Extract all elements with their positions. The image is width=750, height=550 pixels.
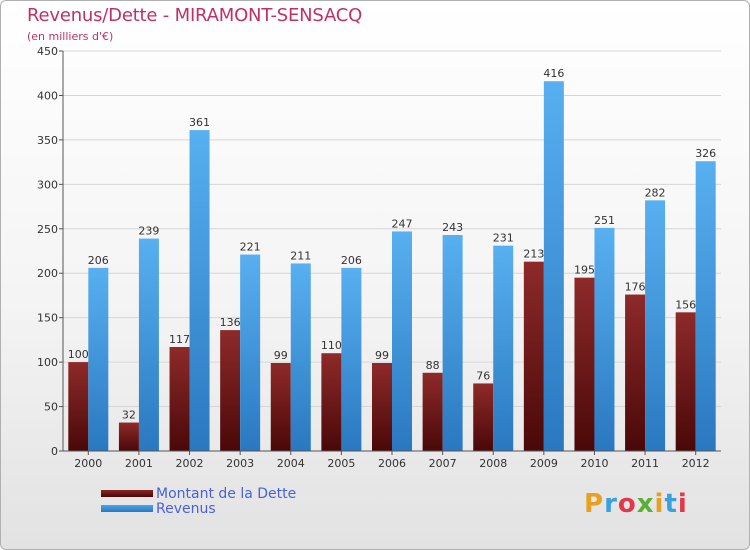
bar-revenus [290, 263, 311, 451]
y-tick-label: 250 [37, 223, 58, 236]
legend-label-revenus: Revenus [156, 501, 216, 517]
bar-revenus [341, 267, 362, 451]
data-label-revenus: 211 [290, 249, 311, 262]
legend-swatch-revenus [101, 505, 153, 512]
bar-revenus [442, 235, 463, 451]
x-tick-label: 2001 [125, 457, 153, 470]
x-tick-label: 2011 [631, 457, 659, 470]
y-tick-label: 350 [37, 134, 58, 147]
bar-dette [372, 363, 392, 451]
bar-revenus [543, 81, 564, 451]
bar-dette [270, 363, 291, 451]
data-label-revenus: 206 [341, 254, 362, 267]
y-tick-label: 100 [37, 356, 58, 369]
y-tick-label: 200 [37, 267, 58, 280]
x-tick-label: 2002 [176, 457, 204, 470]
x-tick-label: 2004 [277, 457, 305, 470]
data-label-revenus: 243 [442, 221, 463, 234]
data-label-dette: 76 [476, 369, 490, 382]
y-tick-label: 450 [37, 45, 58, 58]
data-label-revenus: 206 [88, 254, 109, 267]
bar-revenus [645, 200, 666, 451]
data-label-revenus: 282 [645, 186, 666, 199]
bar-dette [220, 330, 241, 451]
data-label-dette: 32 [122, 409, 136, 422]
bar-dette [422, 372, 443, 451]
bar-revenus [695, 161, 716, 451]
data-label-revenus: 231 [493, 232, 514, 245]
data-label-revenus: 247 [392, 217, 413, 230]
bar-dette [574, 277, 595, 451]
chart-title: Revenus/Dette - MIRAMONT-SENSACQ [27, 5, 363, 26]
x-tick-label: 2009 [530, 457, 558, 470]
x-tick-label: 2007 [429, 457, 457, 470]
data-label-dette: 88 [426, 359, 440, 372]
bar-dette [321, 353, 342, 451]
data-label-revenus: 251 [594, 214, 615, 227]
x-tick-label: 2005 [327, 457, 355, 470]
x-tick-label: 2012 [682, 457, 710, 470]
x-tick-label: 2003 [226, 457, 254, 470]
x-tick-label: 2000 [74, 457, 102, 470]
x-tick-label: 2010 [580, 457, 608, 470]
x-tick-label: 2008 [479, 457, 507, 470]
bar-dette [473, 383, 494, 451]
bar-revenus [392, 231, 412, 451]
chart-subtitle: (en milliers d'€) [27, 30, 114, 43]
logo-letter: i [677, 489, 688, 519]
data-label-dette: 100 [68, 348, 89, 361]
legend-label-dette: Montant de la Dette [156, 486, 297, 502]
data-label-dette: 156 [675, 298, 696, 311]
y-tick-label: 300 [37, 178, 58, 191]
bar-dette [68, 362, 89, 451]
data-label-revenus: 416 [543, 67, 564, 80]
data-label-revenus: 239 [138, 225, 159, 238]
logo-letter: i [654, 489, 665, 519]
y-tick-label: 0 [51, 445, 58, 458]
data-label-revenus: 361 [189, 116, 210, 129]
data-label-dette: 195 [574, 264, 595, 277]
data-label-dette: 99 [274, 349, 288, 362]
logo-letter: r [604, 489, 618, 519]
y-tick-label: 50 [44, 401, 58, 414]
logo-letter: o [617, 489, 637, 519]
logo-letter: t [664, 489, 678, 519]
bar-dette [675, 312, 696, 451]
y-tick-label: 400 [37, 89, 58, 102]
data-label-revenus: 326 [695, 147, 716, 160]
logo-letter: P [584, 489, 605, 519]
bar-dette [625, 294, 646, 451]
data-label-revenus: 221 [240, 241, 261, 254]
bar-revenus [493, 245, 514, 451]
data-label-dette: 136 [220, 316, 241, 329]
x-tick-label: 2006 [378, 457, 406, 470]
data-label-dette: 213 [523, 248, 544, 261]
bar-revenus [189, 130, 210, 451]
logo-letter: x [636, 489, 655, 519]
y-tick-label: 150 [37, 312, 58, 325]
proxiti-logo: Proxiti [584, 489, 688, 519]
bar-revenus [594, 227, 615, 451]
data-label-dette: 99 [375, 349, 389, 362]
data-label-dette: 110 [321, 339, 342, 352]
bar-dette [118, 422, 139, 451]
bar-revenus [138, 238, 159, 451]
data-label-dette: 117 [169, 333, 190, 346]
bar-revenus [240, 254, 261, 451]
bar-dette [523, 261, 544, 451]
bar-revenus [88, 267, 109, 451]
legend-swatch-dette [101, 490, 153, 497]
data-label-dette: 176 [625, 281, 646, 294]
bar-dette [169, 347, 190, 451]
